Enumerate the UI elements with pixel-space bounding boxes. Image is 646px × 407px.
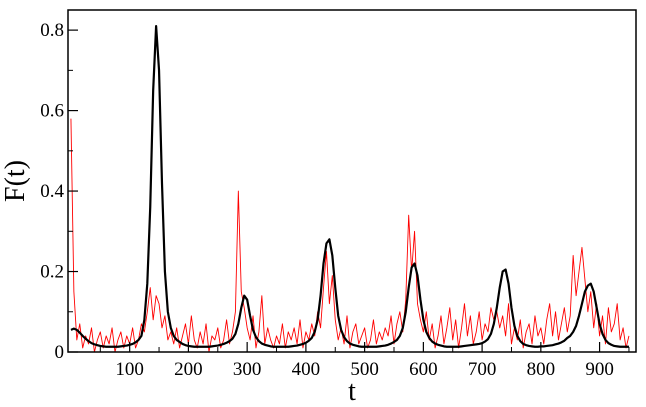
x-tick-label: 400: [292, 359, 321, 380]
y-tick-label: 0.8: [40, 20, 64, 41]
x-axis-label: t: [348, 376, 356, 407]
y-tick-label: 0: [55, 342, 65, 363]
y-tick-label: 0.6: [40, 101, 64, 122]
series-line: [70, 24, 629, 348]
x-tick-label: 600: [409, 359, 438, 380]
x-tick-label: 800: [527, 359, 556, 380]
x-tick-label: 700: [468, 359, 497, 380]
x-tick-label: 900: [585, 359, 614, 380]
y-axis-label: F(t): [0, 160, 31, 202]
x-tick-label: 100: [115, 359, 144, 380]
y-tick-label: 0.4: [40, 181, 64, 202]
x-tick-label: 200: [174, 359, 203, 380]
plot-frame: [67, 9, 637, 353]
x-tick-label: 500: [350, 359, 379, 380]
x-tick-label: 300: [233, 359, 262, 380]
series-line: [70, 118, 630, 352]
y-tick-label: 0.2: [40, 262, 64, 283]
